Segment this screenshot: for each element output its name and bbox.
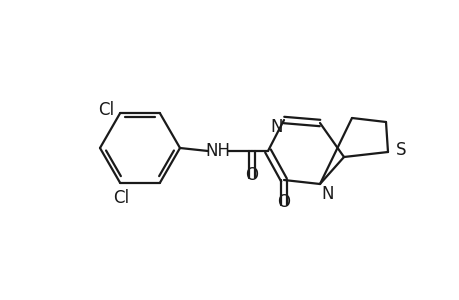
Text: N: N — [320, 185, 333, 203]
Text: NH: NH — [205, 142, 230, 160]
Text: N: N — [270, 118, 282, 136]
Text: O: O — [245, 166, 258, 184]
Text: Cl: Cl — [98, 101, 114, 119]
Text: S: S — [395, 141, 406, 159]
Text: Cl: Cl — [113, 189, 129, 207]
Text: O: O — [277, 193, 290, 211]
